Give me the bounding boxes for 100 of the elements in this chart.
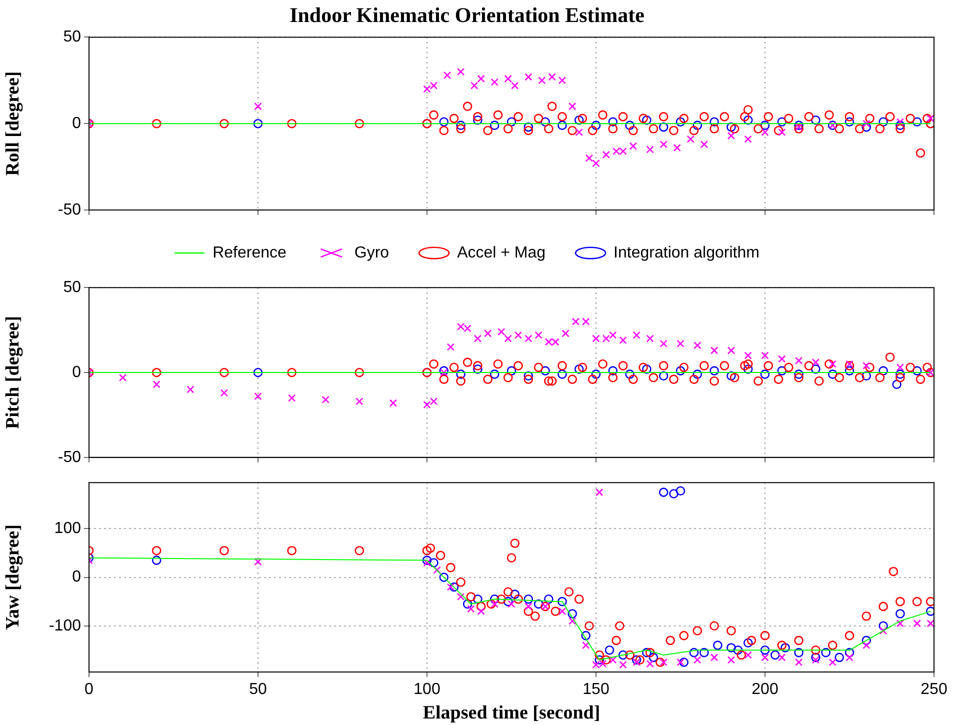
point xyxy=(608,372,618,382)
point xyxy=(466,592,476,602)
point xyxy=(878,117,888,127)
point xyxy=(710,654,718,662)
point xyxy=(456,322,465,330)
point xyxy=(596,488,604,496)
point xyxy=(896,364,904,372)
point xyxy=(740,112,750,122)
point xyxy=(544,338,553,346)
point xyxy=(584,621,594,631)
point xyxy=(878,366,888,376)
point xyxy=(574,594,584,604)
point xyxy=(632,658,640,666)
point xyxy=(503,587,513,597)
point xyxy=(638,362,648,372)
point xyxy=(812,358,820,366)
point xyxy=(744,651,752,659)
point xyxy=(354,368,364,378)
point xyxy=(558,76,566,84)
point xyxy=(588,126,598,136)
point xyxy=(658,371,668,381)
point xyxy=(439,126,449,136)
point xyxy=(862,362,870,370)
point xyxy=(287,368,296,378)
point xyxy=(514,594,523,604)
point xyxy=(679,658,689,667)
point xyxy=(578,362,588,372)
point xyxy=(568,102,576,110)
point xyxy=(552,338,560,346)
point xyxy=(524,371,534,381)
point xyxy=(730,372,740,382)
point xyxy=(774,126,784,136)
point xyxy=(700,140,708,148)
point xyxy=(462,102,472,111)
point xyxy=(865,362,874,372)
point xyxy=(356,398,364,406)
point xyxy=(568,609,577,618)
point xyxy=(892,380,902,390)
point xyxy=(814,124,824,134)
point xyxy=(660,340,668,348)
point xyxy=(834,372,844,382)
point xyxy=(784,362,794,372)
point xyxy=(558,596,567,606)
point xyxy=(514,361,523,370)
point xyxy=(456,578,466,587)
point xyxy=(254,392,262,400)
point xyxy=(598,660,607,668)
point xyxy=(846,360,854,368)
point xyxy=(673,144,681,152)
point xyxy=(794,636,804,646)
point xyxy=(591,370,601,379)
point xyxy=(618,650,628,660)
point xyxy=(490,594,500,604)
point xyxy=(456,592,465,601)
point xyxy=(608,124,618,134)
point xyxy=(916,148,926,158)
point xyxy=(456,370,466,379)
point xyxy=(508,600,516,608)
point xyxy=(862,612,872,621)
y-axis-title: Pitch [degree] xyxy=(2,316,24,430)
point xyxy=(656,658,665,667)
point xyxy=(922,114,932,124)
point xyxy=(474,334,482,342)
point xyxy=(686,135,694,143)
point xyxy=(710,621,719,631)
point xyxy=(538,76,546,84)
point xyxy=(710,124,719,134)
point xyxy=(477,607,485,616)
point xyxy=(778,128,786,136)
point xyxy=(254,102,262,110)
point xyxy=(862,120,870,128)
point xyxy=(254,558,262,566)
point xyxy=(648,372,658,382)
point xyxy=(726,122,736,132)
point xyxy=(710,376,719,386)
point xyxy=(524,73,532,81)
point xyxy=(694,342,702,350)
point xyxy=(896,120,905,130)
point xyxy=(524,126,534,136)
point xyxy=(514,112,523,122)
point xyxy=(470,82,478,90)
point xyxy=(733,645,743,655)
point xyxy=(896,620,904,628)
x-tick-label: 150 xyxy=(582,681,610,698)
point xyxy=(804,361,814,370)
point xyxy=(794,120,804,130)
point xyxy=(498,328,506,336)
point xyxy=(534,114,544,124)
point xyxy=(676,340,684,348)
point xyxy=(632,655,642,665)
point xyxy=(503,124,513,134)
point xyxy=(760,370,770,379)
point xyxy=(524,602,532,610)
point xyxy=(588,374,598,384)
point xyxy=(544,376,554,386)
point xyxy=(462,599,472,609)
point xyxy=(423,558,431,567)
point xyxy=(524,606,534,616)
point xyxy=(288,394,296,402)
point xyxy=(439,572,449,582)
